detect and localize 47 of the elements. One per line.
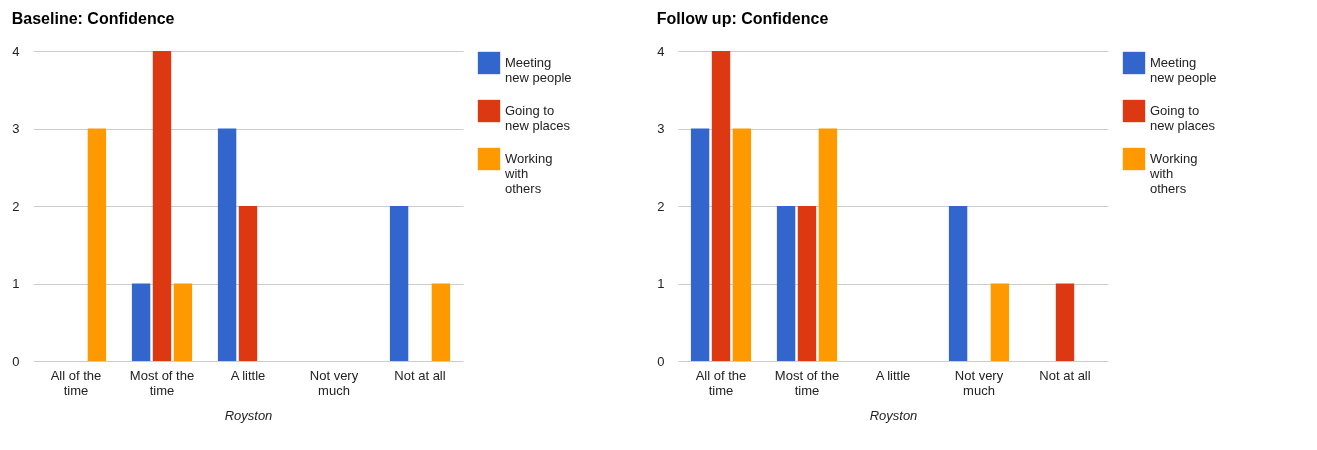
- legend-label: Going to new places: [1150, 103, 1216, 133]
- bar: [238, 206, 258, 361]
- y-tick-label: 1: [12, 276, 20, 291]
- x-tick-label: Not very much: [954, 367, 1004, 398]
- bar: [818, 128, 838, 361]
- bar: [776, 206, 796, 361]
- y-tick-label: 0: [12, 353, 20, 369]
- x-tick-label: A little: [875, 367, 911, 383]
- x-tick-label: A little: [230, 367, 266, 383]
- bar: [131, 283, 151, 361]
- bar: [797, 206, 817, 361]
- y-tick-label: 1: [657, 276, 665, 291]
- x-axis-title: Royston: [869, 407, 918, 423]
- bar: [732, 128, 752, 361]
- y-tick-label: 4: [12, 43, 20, 59]
- bar: [152, 51, 172, 361]
- y-tick-label: 2: [12, 198, 20, 214]
- bar: [173, 283, 193, 361]
- x-tick-label: Not at all: [394, 367, 446, 383]
- y-tick-label: 3: [657, 121, 665, 136]
- bar: [431, 283, 451, 361]
- bar: [948, 206, 968, 361]
- y-tick-label: 4: [657, 43, 665, 59]
- bar: [1055, 283, 1075, 361]
- x-tick-label: Not very much: [309, 367, 359, 398]
- x-tick-label: All of the time: [50, 367, 102, 398]
- y-tick-label: 3: [12, 121, 20, 136]
- legend-label: Working with others: [1149, 151, 1198, 196]
- x-tick-label: Not at all: [1039, 367, 1091, 383]
- x-tick-label: Most of the time: [774, 367, 840, 398]
- legend-label: Going to new places: [505, 103, 571, 133]
- bar: [690, 128, 710, 361]
- chart-title: Baseline: Confidence: [11, 10, 175, 27]
- x-tick-label: Most of the time: [129, 367, 195, 398]
- x-tick-label: All of the time: [695, 367, 747, 398]
- bar: [87, 128, 107, 361]
- legend-label: Working with others: [504, 151, 553, 196]
- bar: [217, 128, 237, 361]
- y-tick-label: 0: [657, 353, 665, 369]
- bar: [711, 51, 731, 361]
- chart-title: Follow up: Confidence: [656, 10, 829, 27]
- y-tick-label: 2: [657, 198, 665, 214]
- legend-label: Meeting new people: [1150, 55, 1217, 85]
- bar: [389, 206, 409, 361]
- bar: [990, 283, 1010, 361]
- legend-label: Meeting new people: [505, 55, 572, 85]
- x-axis-title: Royston: [224, 407, 273, 423]
